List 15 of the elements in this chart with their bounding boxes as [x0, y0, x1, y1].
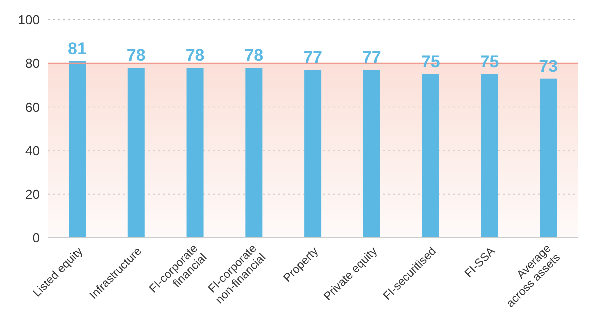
data-label: 77	[304, 48, 323, 68]
y-tick-label: 100	[18, 12, 40, 28]
data-label: 78	[126, 46, 146, 65]
y-tick-label: 0	[32, 230, 40, 246]
data-label: 75	[421, 52, 440, 72]
y-tick-label: 80	[26, 56, 40, 72]
y-tick-label: 60	[26, 100, 40, 115]
data-label: 75	[480, 52, 500, 72]
y-tick-label: 40	[26, 143, 40, 158]
data-label: 77	[362, 48, 382, 68]
data-label: 81	[68, 39, 87, 58]
data-label: 78	[186, 46, 205, 65]
data-label: 73	[539, 56, 558, 76]
data-label: 78	[244, 46, 264, 65]
y-tick-label: 20	[26, 187, 40, 202]
